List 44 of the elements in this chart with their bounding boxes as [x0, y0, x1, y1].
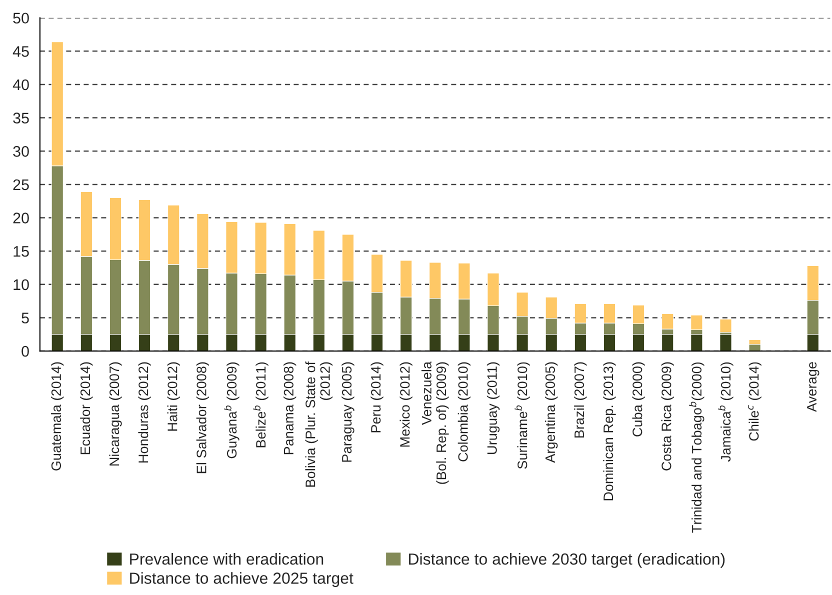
x-tick-label: Trinidad and Tobago$^{b}$(2000) — [688, 362, 704, 533]
y-tick-label: 15 — [14, 246, 29, 257]
y-tick-label: 0 — [22, 346, 29, 357]
x-tick-label: Panama (2008) — [284, 362, 296, 454]
x-tick-label: Chile$^{c}$ (2014) — [748, 362, 762, 441]
x-tick-label: Average — [807, 362, 820, 412]
x-tick-label: Honduras (2012) — [138, 362, 151, 462]
x-tick-label: Ecuador (2014) — [80, 362, 93, 454]
bar — [690, 314, 703, 330]
bar — [720, 318, 732, 333]
y-tick-label: 25 — [13, 179, 29, 190]
x-tick-label: Paraguay (2005) — [342, 362, 354, 462]
bar — [720, 334, 732, 352]
x-tick-label: Jamaica$^{b}$ (2010) — [718, 362, 734, 462]
y-tick-label: 50 — [13, 12, 29, 24]
x-tick-label: Cuba (2000) — [632, 362, 645, 436]
legend-label: Distance to achieve 2025 target — [130, 572, 354, 588]
x-tick-label: Peru (2014) — [370, 362, 384, 432]
x-tick-label: Belize$^{b}$ (2011) — [253, 362, 268, 448]
y-tick-label: 20 — [13, 212, 29, 224]
x-tick-label: Costa Rica (2009) — [661, 362, 674, 470]
y-tick-label: 45 — [12, 46, 29, 57]
x-tick-label: Guatemala (2014) — [51, 362, 64, 470]
y-tick-label: 5 — [22, 312, 29, 324]
x-tick-label: Mexico (2012) — [400, 362, 412, 447]
y-tick-label: 40 — [12, 79, 29, 90]
x-tick-label: Bolivia (Plur. State of (2012) — [305, 361, 333, 487]
y-tick-label: 35 — [13, 112, 29, 124]
x-tick-label: Uruguay (2011) — [486, 362, 500, 454]
legend-label: Distance to achieve 2030 target (eradication) — [409, 553, 725, 568]
x-tick-label: Nicaragua (2007) — [109, 362, 122, 466]
y-tick-label: 30 — [13, 146, 29, 157]
x-tick-label: Suriname$^{b}$ (2010) — [514, 362, 530, 469]
bar — [690, 334, 703, 352]
x-tick-label: Guyana$^{b}$ (2009) — [224, 362, 240, 458]
x-tick-label: Dominican Rep. (2013) — [603, 362, 616, 500]
x-tick-label: Brazil (2007) — [574, 362, 587, 438]
x-tick-label: Colombia (2010) — [458, 362, 471, 462]
x-tick-label: El Salvador (2008) — [196, 362, 210, 474]
x-tick-label: Venezuela (Bol. Rep. of) (2009) — [421, 361, 449, 484]
legend-label: Prevalence with eradication — [130, 553, 324, 565]
x-tick-label: Argentina (2005) — [545, 362, 558, 463]
x-tick-label: Haiti (2012) — [167, 362, 180, 431]
y-tick-label: 10 — [14, 279, 29, 290]
